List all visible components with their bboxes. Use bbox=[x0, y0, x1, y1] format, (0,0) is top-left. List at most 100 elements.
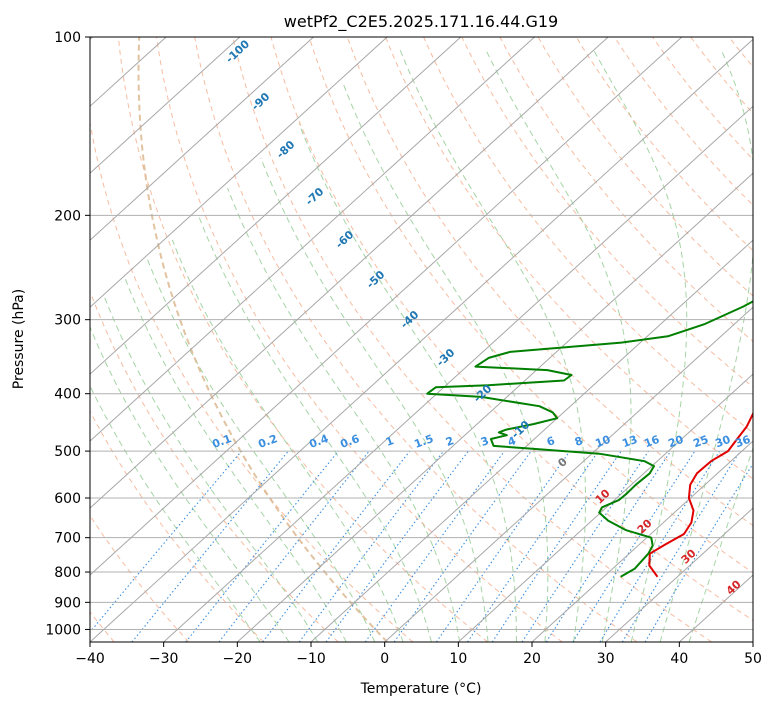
dry-adiabat-line bbox=[385, 37, 753, 480]
isotherm-line bbox=[90, 37, 462, 375]
isotherm-line bbox=[90, 37, 609, 509]
mixing-ratio-label: 10 bbox=[593, 433, 612, 451]
mixing-ratio-line bbox=[644, 462, 753, 642]
y-tick-label: 200 bbox=[54, 208, 81, 224]
y-axis-title: Pressure (hPa) bbox=[11, 289, 27, 389]
sounding-series bbox=[426, 300, 753, 578]
isotherm-line bbox=[605, 507, 753, 642]
mixing-ratio-label: 1 bbox=[384, 434, 396, 449]
y-tick-label: 800 bbox=[54, 565, 81, 581]
x-tick-label: 20 bbox=[523, 651, 541, 667]
mixing-ratio-line bbox=[521, 450, 650, 642]
isotherm-label: -90 bbox=[249, 90, 273, 113]
temperature-line bbox=[648, 411, 753, 578]
y-tick-label: 600 bbox=[54, 491, 81, 507]
x-tick-label: −10 bbox=[296, 651, 326, 667]
moist-adiabat-line bbox=[171, 239, 404, 642]
dry-adiabats bbox=[90, 37, 753, 642]
dewpoint-line bbox=[426, 300, 753, 578]
dry-adiabat-line bbox=[90, 410, 264, 642]
special-label: 40 bbox=[724, 577, 744, 597]
mixing-ratio-line bbox=[435, 450, 571, 642]
x-tick-label: 50 bbox=[744, 651, 762, 667]
moist-adiabat-line bbox=[659, 49, 753, 642]
dry-adiabat-line bbox=[575, 37, 753, 252]
isotherm-line bbox=[90, 37, 314, 241]
dry-adiabat-line bbox=[90, 119, 414, 642]
mixing-ratio-line bbox=[545, 450, 672, 642]
mixing-ratio-line bbox=[298, 450, 444, 642]
dry-adiabat-line bbox=[90, 290, 339, 642]
isotherm-line bbox=[90, 37, 388, 308]
mixing-ratio-line bbox=[572, 450, 696, 642]
mixing-ratio-line bbox=[621, 450, 741, 642]
isotherm-line bbox=[90, 37, 241, 174]
mixing-ratio-label: 13 bbox=[620, 433, 639, 450]
isotherm-line bbox=[90, 38, 753, 642]
moist-adiabat-line bbox=[227, 188, 461, 642]
mixing-ratio-label: 0.6 bbox=[338, 432, 361, 451]
mixing-ratio-line bbox=[364, 450, 505, 642]
moist-adiabat-line bbox=[688, 446, 753, 642]
mixing-ratio-label: 20 bbox=[666, 433, 685, 451]
dry-adiabat-line bbox=[117, 37, 488, 642]
mixing-ratio-label: 30 bbox=[713, 433, 732, 451]
moist-adiabat-line bbox=[90, 325, 290, 642]
moist-adiabat-line bbox=[124, 277, 347, 642]
isotherm-label: -60 bbox=[333, 228, 357, 251]
isotherm-label: -30 bbox=[434, 346, 458, 369]
mixing-ratio-line bbox=[467, 450, 599, 642]
mixing-ratio-label: 0.1 bbox=[210, 432, 233, 451]
x-tick-label: −30 bbox=[149, 651, 179, 667]
mixing-ratio-label: 3 bbox=[479, 434, 491, 449]
x-axis-title: Temperature (°C) bbox=[360, 681, 482, 697]
dry-adiabat-line bbox=[728, 37, 753, 68]
mixing-ratio-lines bbox=[90, 450, 753, 642]
x-tick-label: 10 bbox=[449, 651, 467, 667]
dry-adiabat-line bbox=[156, 37, 563, 642]
moist-adiabat-line bbox=[592, 49, 688, 642]
dry-adiabat-line bbox=[537, 37, 753, 297]
isotherm-label: -100 bbox=[223, 37, 252, 66]
moist-adiabat-line bbox=[260, 157, 489, 642]
mixing-ratio-label: 8 bbox=[573, 434, 585, 449]
isotherm-line bbox=[163, 105, 753, 642]
plot-area: -100-90-80-70-60-50-40-30-20-100.1 0.2 0.4… bbox=[90, 37, 753, 642]
isotherm-label: -70 bbox=[303, 185, 327, 208]
mixing-ratio-line bbox=[491, 450, 622, 642]
x-tick-label: −40 bbox=[75, 651, 105, 667]
moist-adiabat-line bbox=[197, 215, 432, 642]
plot-frame bbox=[89, 36, 754, 643]
x-tick-label: 30 bbox=[597, 651, 615, 667]
isotherm-line bbox=[90, 37, 535, 442]
x-tick-label: 40 bbox=[670, 651, 688, 667]
isotherm-label: -50 bbox=[364, 268, 388, 291]
moist-adiabat-line bbox=[399, 49, 586, 642]
y-tick-label: 300 bbox=[54, 313, 81, 329]
mixing-ratio-label: 36 bbox=[733, 433, 752, 451]
y-tick-label: 900 bbox=[54, 595, 81, 611]
mixing-ratio-line bbox=[218, 450, 370, 642]
y-tick-label: 400 bbox=[54, 387, 81, 403]
mixing-ratio-line bbox=[325, 450, 469, 642]
mixing-ratio-label: 16 bbox=[642, 433, 661, 451]
dry-adiabat-line bbox=[690, 37, 753, 115]
mixing-ratio-line bbox=[393, 450, 532, 642]
pressure-gridlines bbox=[90, 37, 753, 630]
y-tick-label: 500 bbox=[54, 444, 81, 460]
isotherm-label: -40 bbox=[398, 308, 422, 331]
mixing-ratio-line bbox=[90, 450, 242, 633]
skewed-isotherms bbox=[90, 37, 753, 642]
mixing-ratio-label: 0.4 bbox=[307, 432, 330, 451]
mixing-ratio-line bbox=[185, 450, 339, 642]
moist-adiabat-line bbox=[90, 384, 261, 642]
mixing-ratio-label: 2 bbox=[444, 434, 456, 449]
dry-adiabat-line bbox=[308, 37, 753, 574]
mixing-ratio-line bbox=[131, 450, 289, 642]
moist-adiabat-line bbox=[298, 123, 517, 642]
special-label: 30 bbox=[679, 546, 699, 566]
mixing-ratio-label: 1.5 bbox=[412, 432, 435, 451]
dry-adiabat-line bbox=[194, 37, 638, 642]
mixing-ratio-line bbox=[599, 450, 721, 642]
moist-adiabat-line bbox=[342, 83, 549, 642]
